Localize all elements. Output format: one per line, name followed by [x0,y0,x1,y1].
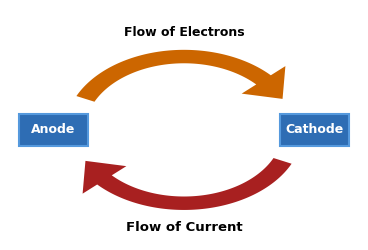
Polygon shape [82,158,291,210]
Text: Anode: Anode [31,124,76,136]
Text: Cathode: Cathode [285,124,344,136]
Polygon shape [77,50,286,102]
Text: Flow of Current: Flow of Current [126,221,242,234]
FancyBboxPatch shape [280,114,349,146]
FancyBboxPatch shape [19,114,88,146]
Text: Flow of Electrons: Flow of Electrons [124,26,244,38]
